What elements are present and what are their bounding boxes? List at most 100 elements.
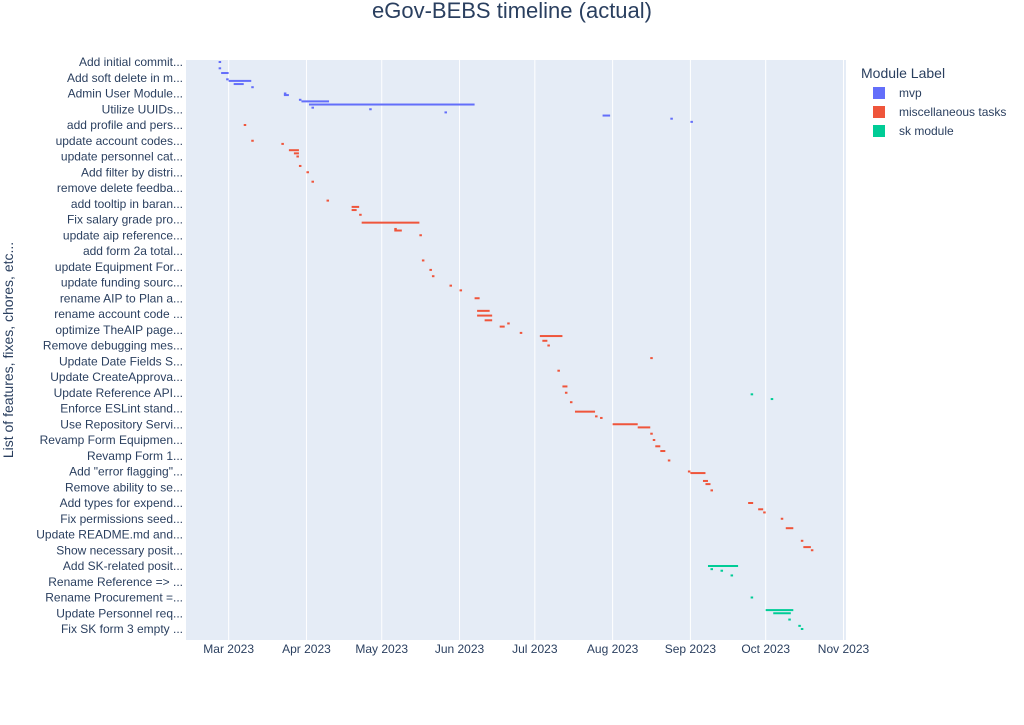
y-tick-label: remove delete feedba... — [57, 181, 183, 195]
y-tick-label: Fix SK form 3 empty ... — [61, 622, 183, 636]
legend-entry: miscellaneous tasks — [899, 105, 1006, 119]
y-tick-label: add profile and pers... — [67, 118, 183, 132]
task-bar — [720, 569, 724, 572]
task-bar — [283, 92, 287, 95]
y-tick-label: Remove ability to se... — [65, 480, 183, 494]
x-tick-label: Jun 2023 — [435, 642, 485, 656]
task-bar — [542, 339, 548, 342]
task-bar — [687, 470, 691, 473]
task-bar — [394, 227, 397, 230]
x-tick-label: Jul 2023 — [512, 642, 558, 656]
task-bar — [308, 103, 475, 106]
task-bar — [499, 325, 505, 328]
task-bar — [637, 426, 651, 429]
task-bar — [459, 289, 463, 292]
task-bar — [770, 398, 774, 401]
task-bar — [785, 527, 794, 530]
y-tick-label: Fix permissions seed... — [60, 512, 183, 526]
task-bar — [298, 98, 302, 101]
task-bar — [228, 79, 252, 82]
task-bar — [670, 117, 673, 120]
gridlines — [228, 60, 844, 640]
y-tick-label: add form 2a total... — [83, 244, 183, 258]
task-bar — [449, 284, 453, 287]
x-axis-tick-labels: Mar 2023 Apr 2023 May 2023 Jun 2023 Jul 2023… — [203, 642, 869, 656]
task-bar — [351, 209, 357, 212]
y-tick-label: Update README.md and... — [36, 528, 183, 542]
task-bar — [359, 213, 362, 216]
y-tick-label: Revamp Form Equipmen... — [40, 433, 183, 447]
y-tick-label: Update Date Fields S... — [59, 354, 183, 368]
x-tick-label: Apr 2023 — [282, 642, 331, 656]
task-bar — [251, 139, 254, 142]
y-tick-label: rename account code ... — [54, 307, 183, 321]
task-bar — [602, 114, 611, 117]
y-tick-label: Add types for expend... — [60, 496, 183, 510]
legend-entry: sk module — [899, 124, 954, 138]
task-bar — [690, 472, 706, 475]
legend-swatch — [873, 87, 885, 99]
task-bar — [477, 309, 490, 312]
task-bar — [650, 357, 653, 360]
task-bar — [710, 489, 713, 492]
x-tick-label: Nov 2023 — [818, 642, 870, 656]
y-tick-label: update Equipment For... — [55, 260, 183, 274]
task-bar — [226, 78, 229, 81]
y-tick-label: Use Repository Servi... — [60, 417, 183, 431]
chart-title: eGov-BEBS timeline (actual) — [372, 0, 652, 23]
task-bar — [429, 268, 432, 271]
task-bar — [702, 479, 708, 482]
task-bar — [650, 432, 653, 435]
task-bar — [474, 297, 480, 300]
task-bar — [369, 108, 372, 111]
task-bar — [281, 142, 284, 145]
task-bar — [655, 445, 661, 448]
y-tick-label: Update Personnel req... — [56, 606, 183, 620]
plot-background — [186, 60, 846, 640]
task-bar — [758, 508, 764, 511]
task-bar — [557, 369, 560, 372]
y-tick-label: Add "error flagging"... — [69, 465, 183, 479]
y-axis-title: List of features, fixes, chores, etc... — [0, 242, 16, 458]
task-bar — [221, 72, 229, 75]
task-bar — [218, 67, 222, 70]
task-bar — [306, 171, 309, 174]
y-tick-label: Add initial commit... — [79, 55, 183, 69]
task-bar — [667, 459, 671, 462]
legend-entry: mvp — [899, 86, 922, 100]
y-tick-label: Rename Procurement =... — [45, 591, 183, 605]
y-tick-label: Add SK-related posit... — [63, 559, 183, 573]
y-tick-label: update aip reference... — [63, 228, 183, 242]
y-tick-label: update account codes... — [56, 134, 183, 148]
task-bars — [218, 61, 814, 630]
y-tick-label: Admin User Module... — [68, 87, 183, 101]
y-tick-label: Enforce ESLint stand... — [60, 402, 183, 416]
y-tick-label: Add soft delete in m... — [67, 71, 183, 85]
task-bar — [301, 100, 330, 103]
y-tick-label: update personnel cat... — [61, 150, 183, 164]
task-bar — [803, 546, 811, 549]
task-bar — [351, 205, 360, 208]
task-bar — [788, 618, 791, 621]
y-tick-label: Show necessary posit... — [56, 543, 183, 557]
task-bar — [690, 120, 693, 123]
task-bar — [660, 450, 666, 453]
y-axis-tick-labels: Add initial commit... Add soft delete in … — [36, 55, 183, 636]
task-bar — [283, 94, 289, 97]
task-bar — [519, 331, 523, 334]
y-tick-label: Fix salary grade pro... — [67, 213, 183, 227]
task-bar — [810, 549, 814, 552]
task-bar — [564, 391, 568, 394]
task-bar — [780, 517, 784, 520]
y-tick-label: Remove debugging mes... — [43, 339, 183, 353]
task-bar — [547, 344, 550, 347]
task-bar — [763, 511, 766, 514]
task-bar — [595, 415, 598, 418]
task-bar — [562, 385, 568, 388]
task-bar — [421, 259, 425, 262]
legend-swatch — [873, 106, 885, 118]
y-tick-label: Add filter by distri... — [81, 165, 183, 179]
task-bar — [539, 335, 563, 338]
legend-swatch — [873, 125, 885, 137]
